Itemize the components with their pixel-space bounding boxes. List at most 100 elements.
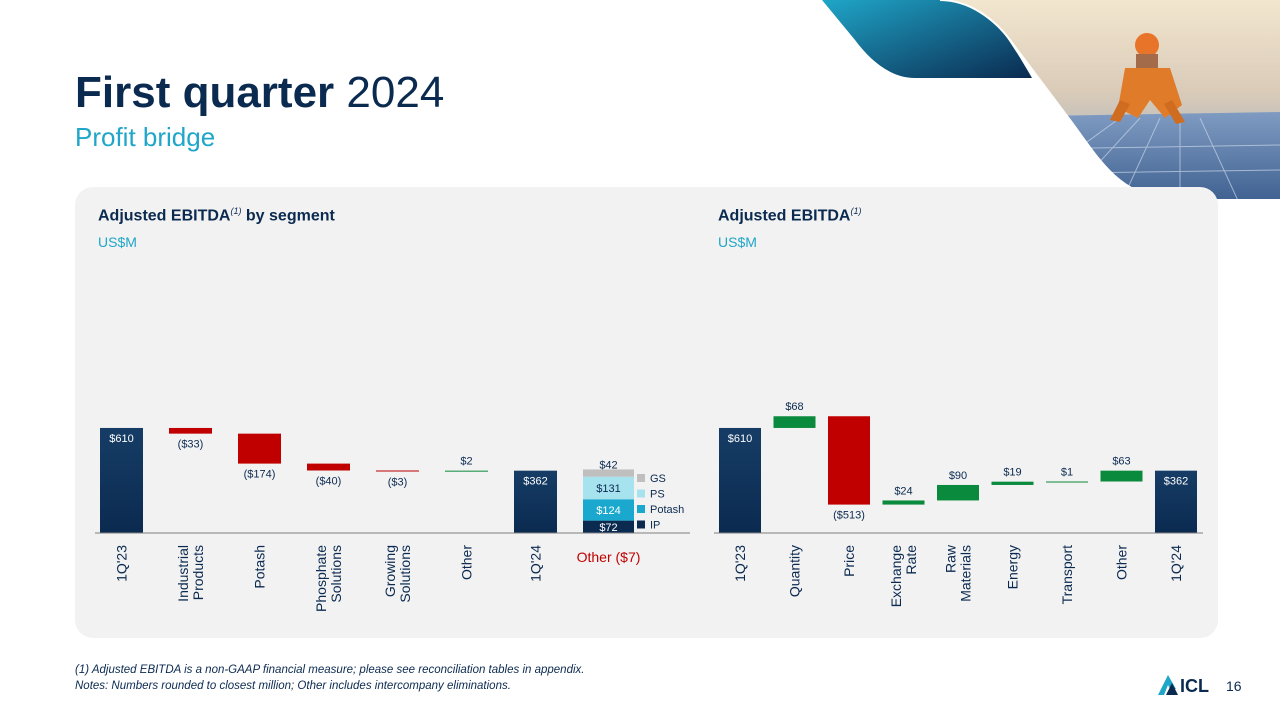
bar-4 xyxy=(307,463,350,471)
stack-label-potash: $124 xyxy=(596,505,620,517)
category-label-line: Energy xyxy=(1005,545,1021,589)
page-number: 16 xyxy=(1226,678,1242,694)
bar-3 xyxy=(238,433,281,464)
category-label-5: Raw Materials xyxy=(943,544,974,602)
bar-7 xyxy=(514,470,557,533)
bar-label-6: $19 xyxy=(1003,467,1021,479)
bar-7 xyxy=(1046,481,1088,483)
slide-subtitle: Profit bridge xyxy=(75,122,216,152)
bar-4 xyxy=(882,500,925,505)
legend-label-ps: PS xyxy=(650,489,665,501)
legend-label-gs: GS xyxy=(650,473,666,485)
bar-6 xyxy=(991,481,1034,485)
stack-label-ps: $131 xyxy=(596,483,620,495)
chart-1-unit: US$M xyxy=(98,234,137,250)
category-label-line: 1Q'23 xyxy=(114,545,130,582)
bar-label-2: $68 xyxy=(785,401,803,413)
category-label-line: Phosphate xyxy=(313,545,329,612)
bar-label-9: $362 xyxy=(1164,476,1188,488)
category-label-line: Rate xyxy=(903,545,919,575)
category-label-line: Products xyxy=(190,545,206,600)
category-label-5: Growing Solutions xyxy=(382,545,413,603)
category-label-line: Exchange xyxy=(888,545,904,607)
category-label-line: 1Q'23 xyxy=(732,545,748,582)
category-label-line: Growing xyxy=(382,545,398,597)
category-label-line: Transport xyxy=(1059,545,1075,605)
category-label-line: Potash xyxy=(252,545,268,589)
category-label-2: Quantity xyxy=(787,545,803,597)
hero-photo xyxy=(822,0,1280,201)
category-label-2: Industrial Products xyxy=(175,545,206,602)
bar-label-4: ($40) xyxy=(316,475,342,487)
bar-6 xyxy=(445,470,488,472)
category-label-6: Energy xyxy=(1005,545,1021,589)
stack-segment-gs xyxy=(583,469,634,477)
slide-title: First quarter 2024 xyxy=(75,68,445,117)
bar-9 xyxy=(1155,470,1197,533)
bar-label-2: ($33) xyxy=(178,439,204,451)
category-label-line: Industrial xyxy=(175,545,191,602)
charts-panel xyxy=(75,187,1218,638)
bar-label-3: ($174) xyxy=(244,469,276,481)
category-label-line: Solutions xyxy=(397,545,413,603)
category-label-line: Materials xyxy=(958,545,974,602)
category-label-line: Solutions xyxy=(328,545,344,603)
legend-label-potash: Potash xyxy=(650,504,684,516)
category-label-3: Price xyxy=(841,545,857,577)
category-label-7: 1Q'24 xyxy=(528,545,544,582)
chart-1-heading: Adjusted EBITDA(1) by segment xyxy=(98,206,335,225)
category-label-line: Raw xyxy=(943,544,959,573)
legend-label-ip: IP xyxy=(650,520,660,532)
icl-logo: ICL xyxy=(1158,675,1209,696)
bar-label-8: $63 xyxy=(1112,456,1130,468)
bar-label-5: ($3) xyxy=(388,476,408,488)
stack-segment-potash xyxy=(583,499,634,521)
bar-5 xyxy=(937,484,979,501)
footnote-2: Notes: Numbers rounded to closest millio… xyxy=(75,680,511,692)
category-label-line: Price xyxy=(841,545,857,577)
category-label-4: Exchange Rate xyxy=(888,545,919,607)
category-label-line: 1Q'24 xyxy=(528,545,544,582)
category-label-4: Phosphate Solutions xyxy=(313,545,344,612)
legend-swatch-potash xyxy=(637,505,645,513)
legend-swatch-ps xyxy=(637,489,645,498)
bar-3 xyxy=(828,416,870,505)
category-label-line: Other xyxy=(459,545,475,580)
footnotes: (1) Adjusted EBITDA is a non-GAAP financ… xyxy=(75,662,584,694)
bar-2 xyxy=(169,427,212,434)
bar-8 xyxy=(1100,470,1143,482)
bar-label-7: $362 xyxy=(523,476,547,488)
logo-text: ICL xyxy=(1180,676,1209,696)
chart-2-heading: Adjusted EBITDA(1) xyxy=(718,206,862,225)
bar-5 xyxy=(376,470,419,472)
stack-segment-ip xyxy=(583,520,634,533)
legend-swatch-gs xyxy=(637,474,645,482)
bar-label-3: ($513) xyxy=(833,510,865,522)
category-label-9: 1Q'24 xyxy=(1168,545,1184,582)
category-label-line: 1Q'24 xyxy=(1168,545,1184,582)
stack-label-gs: $42 xyxy=(599,459,617,471)
bar-label-5: $90 xyxy=(949,470,967,482)
category-label-8: Other xyxy=(1114,545,1130,580)
legend-swatch-ip xyxy=(637,520,645,529)
bar-2 xyxy=(773,416,816,428)
category-label-7: Transport xyxy=(1059,545,1075,605)
stack-label-ip: $72 xyxy=(599,522,617,534)
category-label-3: Potash xyxy=(252,545,268,589)
stack-note: Other ($7) xyxy=(577,549,641,565)
bar-label-1: $610 xyxy=(728,433,752,445)
bar-label-7: $1 xyxy=(1061,467,1073,479)
category-label-1: 1Q'23 xyxy=(114,545,130,582)
bar-1 xyxy=(719,427,761,533)
bar-1 xyxy=(100,427,143,533)
category-label-1: 1Q'23 xyxy=(732,545,748,582)
category-label-6: Other xyxy=(459,545,475,580)
footnote-1: (1) Adjusted EBITDA is a non-GAAP financ… xyxy=(75,664,585,676)
chart-2-unit: US$M xyxy=(718,234,757,250)
stack-segment-ps xyxy=(583,476,634,500)
category-label-line: Quantity xyxy=(787,545,803,597)
bar-label-1: $610 xyxy=(109,433,133,445)
bar-label-4: $24 xyxy=(894,485,912,497)
bar-label-6: $2 xyxy=(460,456,472,468)
